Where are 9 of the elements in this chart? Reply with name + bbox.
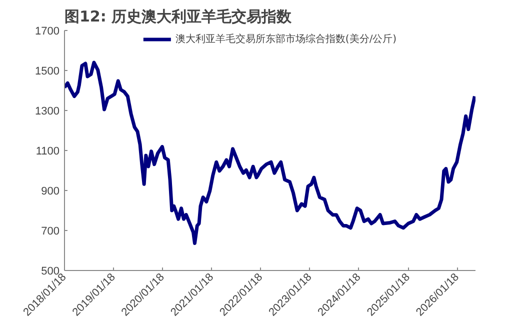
y-tick-label: 1300 (35, 106, 60, 118)
legend-label: 澳大利亚羊毛交易所东部市场综合指数(美分/公斤) (175, 32, 397, 46)
y-tick-label: 1100 (36, 146, 60, 158)
line-series (64, 60, 476, 246)
y-tick-label: 900 (41, 186, 60, 198)
chart-title: 图12: 历史澳大利亚羊毛交易指数 (64, 8, 293, 26)
y-tick-label: 1500 (35, 66, 60, 78)
y-tick-label: 700 (41, 226, 60, 238)
y-tick-label: 1700 (35, 26, 60, 38)
